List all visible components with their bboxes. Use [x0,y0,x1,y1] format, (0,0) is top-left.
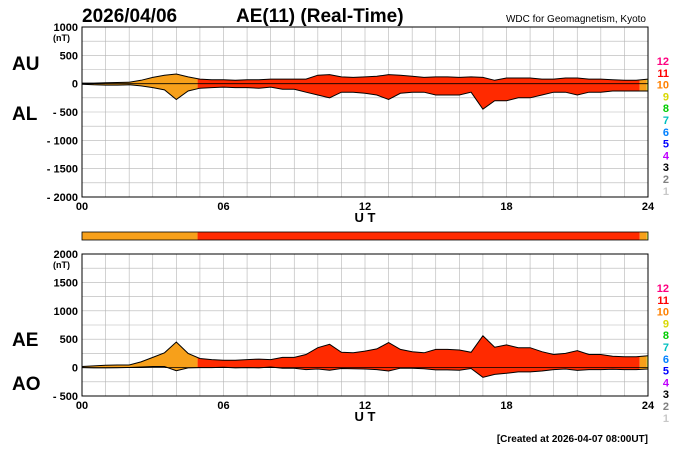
au-al-y-tick-label: - 1000 [47,135,78,147]
ae-ao-y-tick-label: 500 [60,334,78,346]
ae-label: AE [12,330,38,351]
station-count-bar [81,231,649,241]
ae-ao-unit-label: (nT) [53,260,70,270]
ae-ao-y-tick-label: 1500 [54,277,78,289]
au-al-grid [82,27,648,197]
au-al-station-count-label: 6 [663,127,669,139]
ae-ao-station-count-label: 6 [663,354,669,366]
ae-ao-x-axis-label: U T [355,409,376,424]
au-al-x-axis-label: U T [355,210,376,225]
au-al-series-au-line [82,73,649,84]
au-al-y-tick-label: 1000 [54,22,78,34]
au-al-station-count-label: 1 [663,186,669,198]
au-al-series-lines [81,73,649,110]
au-label: AU [12,54,39,75]
au-al-y-tick-label: - 1500 [47,164,78,176]
au-al-series-al-line [81,83,648,110]
ae-ao-y-ticks: 2000 1500 1000 500 0 - 500 [53,249,78,403]
station-bar-segment [82,232,198,240]
station-bar-frame [81,231,649,241]
au-al-unit-label: (nT) [53,33,70,43]
au-al-station-count-label: 3 [663,162,669,174]
au-al-x-tick-label: 24 [642,201,655,213]
au-al-station-count-label: 10 [657,80,669,92]
au-al-x-tick-label: 12 [359,201,371,213]
ae-ao-station-count-label: 11 [657,295,669,307]
station-bar-segment [646,232,648,240]
au-al-y-tick-label: - 2000 [47,192,78,204]
ae-ao-station-count-label: 8 [663,330,669,342]
ae-ao-station-count-label: 4 [663,377,670,389]
al-label: AL [12,104,38,125]
date-title: 2026/04/06 [82,6,177,27]
ae-ao-station-count-label: 12 [657,283,669,295]
data-source: WDC for Geomagnetism, Kyoto [506,14,646,25]
au-al-area-segment [82,74,198,100]
ae-ao-station-count-label: 7 [663,342,669,354]
au-al-plot-frame [81,26,649,198]
ae-ao-x-tick-label: 18 [500,400,512,412]
ae-ao-x-tick-label: 06 [217,400,229,412]
au-al-x-tick-label: 18 [500,201,512,213]
ae-ao-station-count-label: 9 [663,318,669,330]
ae-ao-area-segment [197,335,640,378]
au-al-station-count-label: 7 [663,115,669,127]
ae-ao-x-ticks: 00 06 12 18 24 [76,400,655,412]
ae-ao-x-tick-label: 00 [76,400,88,412]
ae-ao-y-tick-label: - 500 [53,391,78,403]
au-al-x-ticks: 00 06 12 18 24 [76,201,655,213]
au-al-station-count-label: 8 [663,103,669,115]
au-al-station-count-label: 2 [663,174,669,186]
au-al-station-count-label: 5 [663,139,669,151]
ae-ao-x-tick-label: 12 [359,400,371,412]
ae-ao-series-ae-line [81,335,649,367]
ae-ao-y-tick-label: 0 [72,363,78,375]
au-al-area-segment [639,79,647,91]
au-al-y-tick-label: 0 [72,79,78,91]
ae-ao-station-count-label: 10 [657,307,669,319]
ae-ao-station-count-label: 2 [663,401,669,413]
ae-ao-y-tick-label: 2000 [54,249,78,261]
ae-ao-grid [82,254,648,396]
ae-ao-station-count-label: 5 [663,366,669,378]
au-al-y-ticks: 1000 500 0 - 500 - 1000 - 1500 - 2000 [47,22,78,204]
au-al-x-tick-label: 06 [217,201,229,213]
ae-ao-station-count-label: 1 [663,413,669,425]
au-al-station-count-label: 12 [657,56,669,68]
ae-ao-series-lines [81,335,649,378]
station-bar-segment [639,232,647,240]
au-al-y-tick-label: - 500 [53,107,78,119]
station-bar-segment [197,232,640,240]
ae-ao-station-count-label: 3 [663,389,669,401]
ae-ao-y-tick-label: 1000 [54,306,78,318]
ae-ao-series-ao-line [81,366,649,378]
chart-title: AE(11) (Real-Time) [236,6,404,27]
ao-label: AO [12,374,41,395]
au-al-station-count-label: 4 [663,150,670,162]
created-timestamp: [Created at 2026-04-07 08:00UT] [497,434,648,445]
ae-ao-area-segment [639,355,647,370]
ae-ao-x-tick-label: 24 [642,400,655,412]
au-al-station-count-label: 9 [663,91,669,103]
au-al-station-count-label: 11 [657,68,669,80]
au-al-x-tick-label: 00 [76,201,88,213]
ae-ao-plot-frame [81,253,649,397]
au-al-y-tick-label: 500 [60,50,78,62]
